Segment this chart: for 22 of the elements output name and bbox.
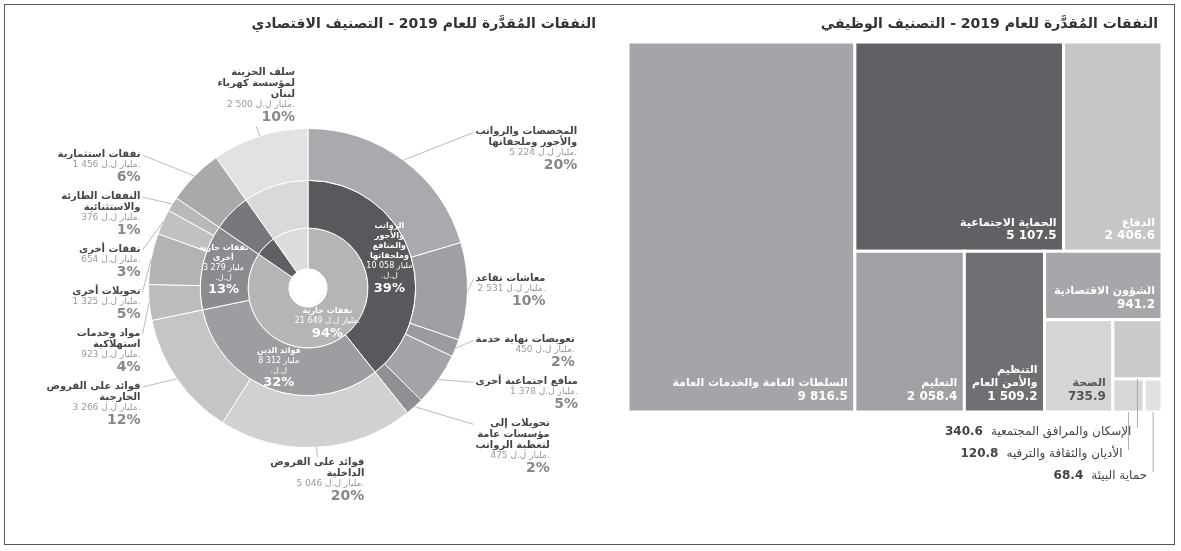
- data-label: 68.4: [1053, 468, 1084, 483]
- category-label: التعليم: [921, 376, 958, 390]
- data-label: 2 058.4: [906, 389, 958, 404]
- category-label: الشؤون الاقتصادية: [1053, 284, 1155, 298]
- chart-title: النفقات المُقدَّرة للعام 2019 - التصنيف الاقتصادي: [250, 14, 597, 34]
- category-label: الأديان والثقافة والترفيه: [1006, 445, 1123, 462]
- data-label: 941.2: [1117, 296, 1155, 311]
- category-label: الإسكان والمرافق المجتمعية: [990, 424, 1132, 440]
- data-label: 5 107.5: [1006, 228, 1057, 243]
- category-label: التنظيم والأمن العام: [971, 363, 1038, 390]
- data-label: 120.8: [960, 446, 999, 461]
- category-label: السلطات العامة والخدمات العامة: [672, 376, 848, 390]
- category-label: الدفاع: [1121, 215, 1155, 229]
- data-label: 735.9: [1067, 389, 1106, 404]
- category-label: حماية البيئة: [1091, 468, 1148, 483]
- category-label: الصحة: [1072, 376, 1106, 390]
- data-label: 1 509.2: [987, 389, 1038, 404]
- data-label: 2 406.6: [1104, 228, 1155, 243]
- category-label: الحماية الاجتماعية: [960, 215, 1057, 229]
- data-label: 9 816.5: [797, 389, 848, 404]
- data-label: 340.6: [945, 424, 983, 439]
- text: النفقات المُقدَّرة للعام 2019 - التصنيف الوظيفي: [819, 14, 1159, 34]
